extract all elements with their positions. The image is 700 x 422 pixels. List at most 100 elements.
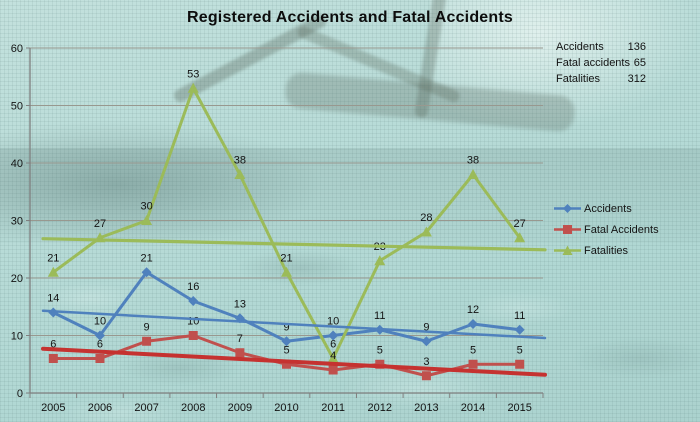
data-label: 3 (423, 356, 429, 368)
data-label: 53 (187, 68, 199, 80)
data-label: 7 (237, 333, 243, 345)
marker-triangle (47, 266, 59, 277)
data-label: 5 (377, 344, 383, 356)
legend-item: Accidents (554, 198, 659, 219)
x-axis-label: 2005 (41, 402, 65, 414)
summary-row: Accidents 136 (556, 39, 646, 55)
summary-value: 136 (627, 41, 646, 53)
legend-square-icon (554, 225, 581, 234)
legend-item: Fatal Accidents (554, 219, 659, 240)
marker-square (142, 336, 152, 346)
marker-square (468, 359, 478, 369)
legend-label: Accidents (584, 202, 632, 215)
trendline-accidents (41, 309, 547, 340)
marker-triangle (374, 255, 386, 266)
data-label: 11 (374, 310, 385, 322)
legend: Accidents Fatal Accidents Fatalities (554, 198, 659, 261)
marker-diamond (141, 267, 152, 278)
series-fatalities (47, 82, 526, 363)
data-label: 9 (144, 321, 150, 333)
trendline-fatal-accidents (41, 346, 547, 377)
marker-diamond (328, 330, 339, 341)
data-label: 28 (420, 212, 432, 224)
marker-triangle (327, 353, 339, 363)
marker-diamond (94, 330, 105, 341)
marker-triangle (234, 169, 246, 179)
y-axis-tick-label: 30 (11, 216, 23, 228)
x-axis-label: 2014 (461, 402, 485, 414)
summary-row: Fatalities 312 (556, 71, 646, 87)
data-label: 6 (330, 339, 336, 351)
chart-title: Registered Accidents and Fatal Accidents (186, 9, 513, 26)
y-axis-tick-label: 20 (11, 273, 23, 285)
summary-value: 312 (627, 73, 646, 85)
x-axis-label: 2011 (321, 402, 345, 414)
data-label: 13 (234, 298, 246, 310)
y-axis-tick-label: 10 (11, 331, 23, 343)
y-axis-tick-label: 40 (11, 158, 23, 170)
series-line (51, 86, 522, 360)
data-label: 27 (94, 218, 106, 230)
data-label: 6 (97, 339, 103, 351)
data-label: 12 (467, 304, 479, 316)
data-label: 27 (514, 218, 526, 230)
legend-item: Fatalities (554, 240, 659, 261)
marker-square (188, 331, 198, 340)
marker-diamond (514, 324, 525, 335)
series-accidents (48, 267, 525, 347)
x-axis-label: 2010 (274, 402, 298, 414)
legend-triangle-icon (554, 245, 581, 255)
legend-label: Fatal Accidents (584, 223, 659, 236)
marker-triangle (281, 266, 292, 277)
y-axis-tick-label: 0 (17, 388, 23, 400)
summary-label: Accidents (556, 41, 604, 53)
marker-triangle (141, 215, 153, 225)
marker-square (421, 371, 431, 381)
data-label: 30 (140, 201, 152, 213)
x-axis-label: 2006 (88, 402, 112, 414)
marker-square (48, 354, 58, 363)
data-label: 21 (140, 252, 152, 264)
marker-square (328, 365, 338, 375)
marker-diamond (421, 336, 432, 347)
data-label: 16 (187, 281, 199, 293)
data-label: 11 (514, 310, 525, 322)
data-label: 38 (234, 155, 246, 167)
y-axis-tick-label: 50 (11, 101, 23, 113)
x-axis-label: 2009 (228, 402, 252, 414)
data-label: 5 (470, 344, 476, 356)
summary-value: 65 (633, 57, 646, 69)
data-label: 38 (467, 155, 479, 167)
legend-label: Fatalities (584, 244, 629, 257)
y-axis-tick-label: 60 (11, 43, 23, 55)
marker-diamond (188, 296, 199, 306)
marker-triangle (467, 169, 479, 179)
trendline-fatalities (41, 237, 547, 252)
data-label: 5 (283, 344, 289, 356)
summary-table: Accidents 136 Fatal accidents 65 Fatalities 3… (556, 39, 646, 87)
marker-triangle (514, 232, 526, 243)
data-label: 14 (47, 293, 59, 305)
marker-square (282, 359, 291, 369)
marker-square (95, 354, 105, 363)
data-label: 10 (94, 316, 106, 328)
data-label: 5 (517, 344, 523, 356)
summary-label: Fatalities (556, 73, 601, 85)
x-axis-label: 2008 (181, 402, 205, 414)
marker-square (235, 348, 245, 358)
data-label: 9 (423, 321, 429, 333)
marker-diamond (468, 319, 479, 329)
marker-square (515, 359, 525, 369)
summary-label: Fatal accidents (556, 57, 630, 69)
data-label: 21 (280, 252, 292, 264)
data-label: 6 (50, 339, 56, 351)
data-label: 21 (47, 252, 59, 264)
marker-triangle (420, 226, 432, 237)
legend-diamond-icon (554, 204, 581, 213)
data-label: 10 (187, 316, 199, 328)
x-axis-label: 2007 (134, 402, 158, 414)
data-label: 4 (330, 350, 336, 362)
summary-row: Fatal accidents 65 (556, 55, 646, 71)
data-label: 9 (283, 321, 289, 333)
